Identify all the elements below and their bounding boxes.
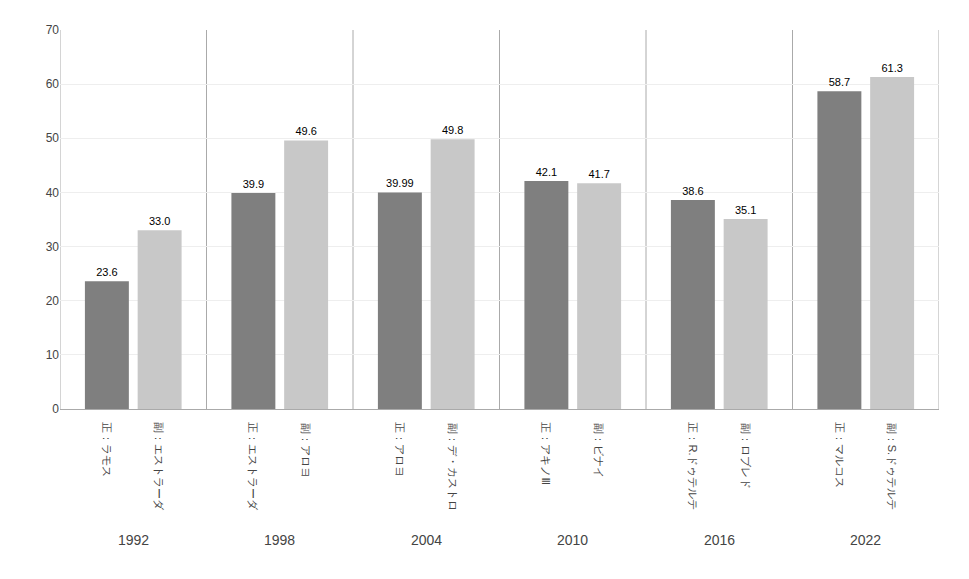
svg-text:2004: 2004 xyxy=(411,532,442,548)
svg-text:正：アロヨ: 正：アロヨ xyxy=(394,422,406,477)
svg-text:1992: 1992 xyxy=(118,532,149,548)
svg-text:正：マルコス: 正：マルコス xyxy=(834,422,846,488)
svg-text:副：デ・カストロ: 副：デ・カストロ xyxy=(447,423,459,511)
svg-text:10: 10 xyxy=(46,348,60,362)
svg-text:23.6: 23.6 xyxy=(96,266,117,278)
svg-text:70: 70 xyxy=(46,23,60,37)
svg-text:49.8: 49.8 xyxy=(442,124,463,136)
svg-text:40: 40 xyxy=(46,186,60,200)
svg-text:58.7: 58.7 xyxy=(829,76,850,88)
svg-text:副：S.ドゥテルテ: 副：S.ドゥテルテ xyxy=(886,423,898,510)
svg-text:2016: 2016 xyxy=(704,532,735,548)
svg-text:0: 0 xyxy=(52,402,59,416)
svg-text:1998: 1998 xyxy=(264,532,295,548)
svg-text:50: 50 xyxy=(46,131,60,145)
svg-text:副：エストラーダ: 副：エストラーダ xyxy=(153,422,165,511)
svg-text:42.1: 42.1 xyxy=(536,166,557,178)
svg-text:61.3: 61.3 xyxy=(881,62,902,74)
svg-text:30: 30 xyxy=(46,240,60,254)
svg-text:正：ラモス: 正：ラモス xyxy=(101,422,113,477)
svg-text:39.99: 39.99 xyxy=(386,177,414,189)
svg-text:41.7: 41.7 xyxy=(588,168,609,180)
svg-text:39.9: 39.9 xyxy=(243,178,264,190)
svg-text:2010: 2010 xyxy=(557,532,588,548)
svg-text:副：ビナイ: 副：ビナイ xyxy=(593,423,605,478)
svg-text:2022: 2022 xyxy=(850,532,881,548)
svg-text:副：アロヨ: 副：アロヨ xyxy=(300,423,312,478)
svg-text:38.6: 38.6 xyxy=(682,185,703,197)
svg-text:49.6: 49.6 xyxy=(295,125,316,137)
svg-text:正：エストラーダ: 正：エストラーダ xyxy=(247,422,259,511)
svg-text:正：アキノⅢ: 正：アキノⅢ xyxy=(540,422,552,485)
svg-text:20: 20 xyxy=(46,294,60,308)
svg-text:60: 60 xyxy=(46,77,60,91)
svg-text:正：R.ドゥテルテ: 正：R.ドゥテルテ xyxy=(687,422,699,510)
svg-text:33.0: 33.0 xyxy=(149,215,170,227)
svg-text:35.1: 35.1 xyxy=(735,204,756,216)
svg-text:副：ロブレド: 副：ロブレド xyxy=(740,423,752,489)
